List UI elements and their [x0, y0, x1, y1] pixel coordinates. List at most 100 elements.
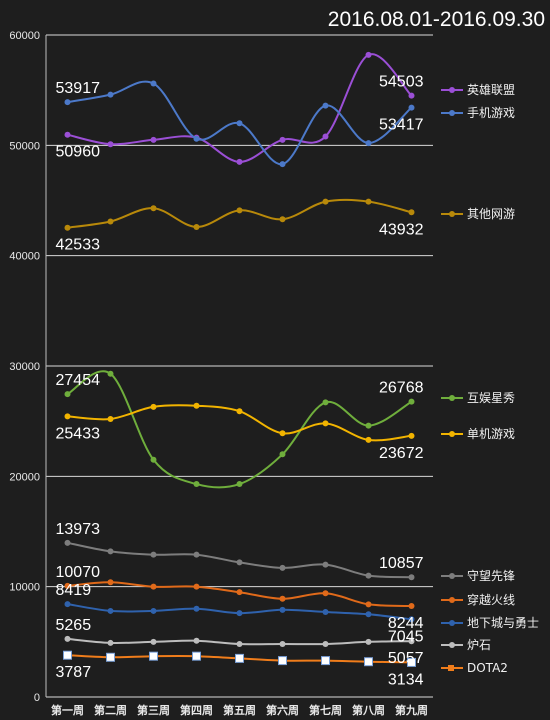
data-point [193, 223, 200, 230]
data-point [279, 161, 286, 168]
data-label: 10070 [56, 564, 101, 581]
data-point [365, 422, 372, 429]
grid-lines [46, 34, 433, 698]
data-point [193, 605, 200, 612]
data-point [150, 607, 157, 614]
data-label: 43932 [379, 221, 424, 238]
data-point [408, 92, 415, 99]
data-point [150, 205, 157, 212]
y-tick-label: 60000 [9, 30, 40, 42]
data-point [279, 136, 286, 143]
data-point [193, 402, 200, 409]
data-label: 7045 [388, 628, 424, 645]
x-tick-label: 第二周 [94, 703, 127, 717]
legend-marker [449, 620, 455, 626]
data-point [408, 432, 415, 439]
data-point [408, 104, 415, 111]
series-4 [64, 370, 415, 489]
data-point [64, 413, 71, 420]
data-label: 3134 [388, 671, 424, 688]
x-tick-label: 第八周 [352, 703, 385, 717]
axes: 0 10000 20000 30000 40000 50000 60000 第一周 第二周 第三周… [9, 30, 428, 717]
data-label: 50960 [56, 144, 101, 161]
legend-item: 地下城与勇士 [441, 616, 539, 630]
data-point [107, 607, 114, 614]
data-label: 5057 [388, 650, 424, 667]
legend-marker [449, 87, 455, 93]
data-point [365, 601, 372, 608]
data-point [107, 639, 114, 646]
x-tick-label: 第三周 [137, 703, 170, 717]
data-label: 53917 [56, 80, 101, 97]
data-point [279, 216, 286, 223]
data-point [64, 224, 71, 231]
data-label: 8244 [388, 615, 424, 632]
y-tick-label: 40000 [9, 251, 40, 263]
data-point [365, 611, 372, 618]
series-9 [64, 635, 415, 648]
legend-label: 炉石 [467, 638, 491, 652]
data-point [64, 539, 71, 546]
y-tick-label: 30000 [9, 361, 40, 373]
legend-item: 其他网游 [441, 207, 515, 221]
series-3 [64, 198, 415, 231]
data-point [364, 657, 373, 667]
data-point [322, 133, 329, 140]
data-label: 5265 [56, 617, 92, 634]
data-point [107, 579, 114, 586]
data-label: 27454 [56, 372, 101, 389]
data-point [236, 641, 243, 648]
data-point [278, 656, 287, 666]
legend-label: 守望先锋 [467, 569, 515, 583]
legend-marker [449, 573, 455, 579]
series-7 [64, 579, 415, 610]
legend-label: 互娱星秀 [467, 391, 515, 405]
data-point [64, 391, 71, 398]
legend-item: 英雄联盟 [441, 82, 515, 97]
data-point [150, 638, 157, 645]
legend-item: DOTA2 [441, 661, 508, 675]
data-point [193, 135, 200, 142]
data-label: 53417 [379, 117, 424, 134]
data-label: 3787 [56, 664, 92, 681]
legend-marker [449, 597, 455, 603]
data-label: 10857 [379, 555, 424, 572]
data-point [106, 652, 115, 662]
series-5 [64, 402, 415, 443]
legend-marker [449, 211, 455, 217]
data-point [321, 656, 330, 666]
data-point [322, 102, 329, 109]
data-point [236, 589, 243, 596]
legend-label: 穿越火线 [467, 592, 515, 607]
x-tick-label: 第九周 [395, 703, 428, 717]
data-point [150, 583, 157, 590]
data-point [408, 638, 415, 645]
data-label: 8419 [56, 582, 92, 599]
data-point [150, 551, 157, 558]
chart-title: 2016.08.01-2016.09.30 [328, 8, 545, 31]
data-point [63, 650, 72, 660]
x-tick-label: 第五周 [223, 703, 256, 717]
data-point [236, 408, 243, 415]
data-point [365, 436, 372, 443]
legend-label: 手机游戏 [467, 106, 515, 120]
data-point [408, 616, 415, 623]
data-point [107, 548, 114, 555]
series-1 [64, 51, 415, 165]
data-point [365, 572, 372, 579]
data-label: 42533 [56, 237, 101, 254]
data-point [407, 657, 416, 667]
x-tick-label: 第一周 [51, 703, 84, 717]
y-tick-label: 0 [34, 692, 40, 704]
data-point [193, 637, 200, 644]
x-tick-label: 第四周 [180, 703, 213, 717]
data-point [192, 651, 201, 661]
series-8 [64, 601, 415, 623]
data-point [107, 218, 114, 225]
data-point [107, 91, 114, 98]
data-point [322, 641, 329, 648]
series-2 [64, 80, 415, 168]
legend-marker [449, 395, 455, 401]
series-10 [63, 650, 416, 667]
